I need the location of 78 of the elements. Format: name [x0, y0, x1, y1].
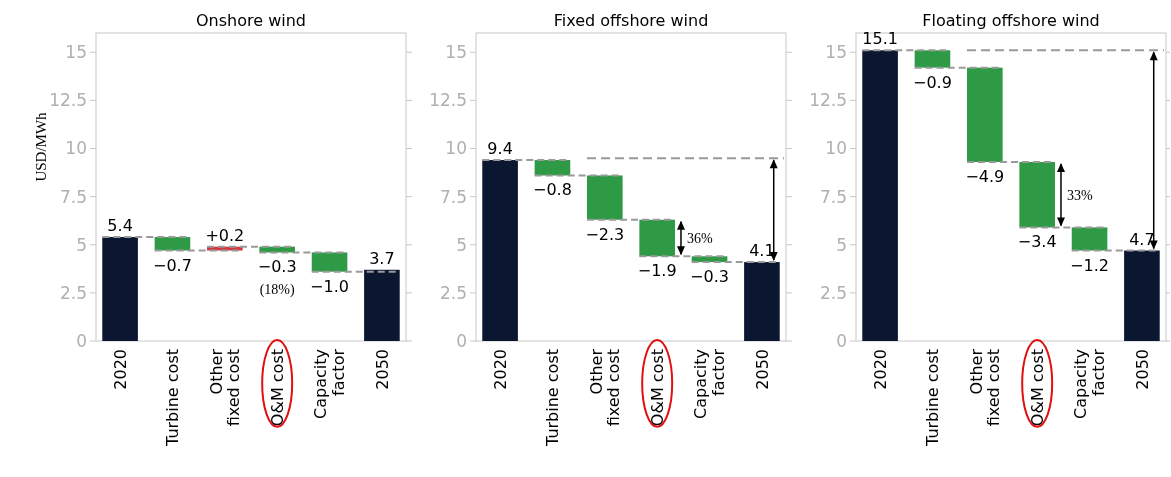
x-tick-label: O&M cost	[647, 349, 667, 427]
data-label: −1.0	[310, 276, 349, 296]
bar	[482, 160, 518, 341]
x-tick-label: 2050	[752, 349, 772, 390]
chart-title: Fixed offshore wind	[553, 11, 709, 30]
annotation: (18%)	[259, 282, 296, 299]
bar	[639, 219, 675, 257]
x-tick-label: 2050	[1132, 349, 1152, 390]
y-tick-label: 7.5	[439, 186, 467, 207]
y-tick-label: 5	[836, 234, 847, 255]
x-tick-label: O&M cost	[1027, 349, 1047, 427]
y-tick-label: 2.5	[59, 282, 87, 303]
data-label: −0.3	[690, 267, 729, 287]
bar	[1019, 161, 1055, 228]
data-label: −0.9	[913, 72, 952, 92]
data-label: −3.4	[1017, 232, 1057, 252]
annotation: 33%	[1066, 187, 1093, 203]
y-tick-label: 7.5	[819, 186, 847, 207]
bar	[914, 50, 951, 68]
bar	[154, 237, 191, 251]
x-tick-label: Capacity factor	[1071, 348, 1108, 419]
x-tick-label: 2020	[870, 349, 890, 390]
x-tick-label: Capacity factor	[311, 348, 348, 419]
x-tick-label: Turbine cost	[163, 349, 183, 447]
bar	[587, 175, 623, 220]
y-tick-label: 15	[825, 42, 847, 63]
x-tick-label: Capacity factor	[691, 348, 728, 419]
bar	[862, 50, 898, 341]
data-label: 4.1	[749, 241, 775, 261]
y-tick-label: 5	[456, 234, 467, 255]
x-tick-label: 2050	[372, 349, 392, 390]
data-label: −0.7	[153, 255, 192, 275]
x-tick-label: 2020	[110, 349, 130, 390]
y-tick-label: 5	[76, 234, 87, 255]
y-tick-label: 12.5	[49, 90, 87, 111]
data-label: −0.3	[257, 257, 297, 277]
data-label: −4.9	[965, 166, 1005, 186]
bar	[967, 67, 1003, 162]
x-tick-label: Other fixed cost	[206, 348, 244, 427]
data-label: −1.9	[637, 261, 677, 281]
bar	[102, 237, 138, 341]
x-tick-label: Turbine cost	[543, 349, 563, 447]
data-label: 4.7	[1129, 229, 1155, 249]
y-tick-label: 0	[836, 330, 847, 351]
bar	[311, 252, 348, 272]
bar	[744, 262, 780, 341]
bar	[1124, 250, 1160, 341]
y-tick-label: 15	[445, 42, 467, 63]
y-tick-label: 10	[65, 138, 87, 159]
data-label: −1.2	[1070, 255, 1109, 275]
x-tick-label: Turbine cost	[923, 349, 943, 447]
data-label: −2.3	[585, 224, 625, 244]
data-label: +0.2	[205, 225, 245, 245]
y-tick-label: 7.5	[59, 186, 87, 207]
data-label: 15.1	[862, 29, 898, 49]
chart-title: Onshore wind	[196, 11, 306, 30]
y-tick-label: 2.5	[819, 282, 847, 303]
y-tick-label: 10	[825, 138, 847, 159]
y-axis-title: USD/MWh	[33, 111, 49, 182]
y-tick-label: 0	[76, 330, 87, 351]
x-tick-label: Other fixed cost	[586, 348, 624, 427]
bar	[1071, 227, 1108, 251]
x-tick-label: 2020	[490, 349, 510, 390]
y-tick-label: 10	[445, 138, 467, 159]
data-label: 3.7	[369, 248, 395, 268]
data-label: −0.8	[533, 180, 572, 200]
x-tick-label: Other fixed cost	[966, 348, 1004, 427]
data-label: 9.4	[487, 139, 513, 159]
y-tick-label: 15	[65, 42, 87, 63]
data-label: 5.4	[107, 216, 133, 236]
annotation: 36%	[686, 230, 713, 246]
chart-title: Floating offshore wind	[922, 11, 1100, 30]
y-tick-label: 0	[456, 330, 467, 351]
bar	[364, 269, 400, 341]
x-tick-label: O&M cost	[267, 349, 287, 427]
y-tick-label: 2.5	[439, 282, 467, 303]
y-tick-label: 12.5	[809, 90, 847, 111]
y-tick-label: 12.5	[429, 90, 467, 111]
